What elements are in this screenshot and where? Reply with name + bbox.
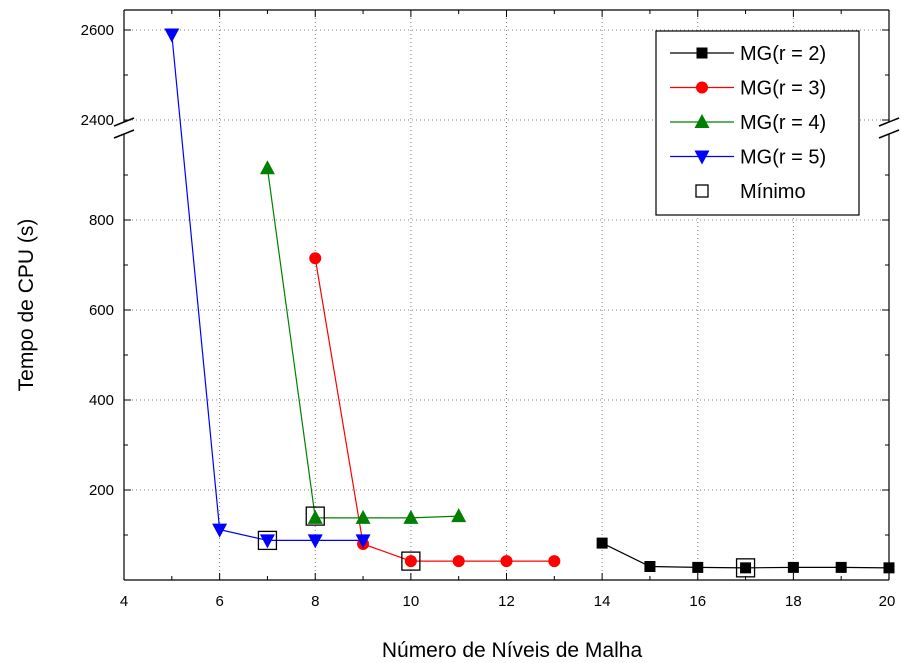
- data-point-series-4: [355, 534, 371, 549]
- series-line-4: [171, 34, 364, 542]
- y-tick-label: 400: [89, 392, 114, 409]
- tick-labels: 4 6 8 10 12 14 16 18 20 200 400 600 800 2400 2600: [81, 22, 896, 610]
- data-point-series-2: [309, 252, 322, 265]
- minimum-marker: [401, 551, 421, 571]
- x-tick-label: 12: [498, 593, 515, 610]
- x-tick-label: 18: [785, 593, 802, 610]
- x-tick-label: 20: [879, 593, 896, 610]
- data-point-series-3: [307, 509, 323, 524]
- legend-marker: [696, 81, 708, 94]
- data-point-series-3: [355, 509, 371, 524]
- axes: [113, 9, 900, 581]
- y-tick-label: 200: [89, 482, 114, 499]
- legend-label: MG(r = 4): [740, 112, 826, 134]
- legend-label: MG(r = 3): [740, 78, 826, 100]
- data-point-series-1: [644, 561, 656, 572]
- legend-marker: [696, 47, 708, 59]
- legend-marker: [694, 150, 710, 165]
- legend-marker: [695, 184, 709, 198]
- axis-break-mark-right: [878, 129, 900, 139]
- data-point-series-2: [548, 555, 561, 568]
- data-point-series-2: [404, 555, 417, 568]
- data-point-series-1: [787, 561, 799, 573]
- data-point-series-4: [307, 534, 323, 549]
- legend-label: Mínimo: [740, 181, 806, 203]
- x-tick-label: 10: [403, 593, 420, 610]
- y-tick-label: 800: [89, 212, 114, 229]
- axis-break-mark-right: [878, 117, 900, 127]
- series-line-2: [314, 258, 555, 562]
- x-tick-label: 16: [689, 593, 706, 610]
- grid-lines: [124, 10, 889, 580]
- axis-break-mark-left: [113, 117, 135, 127]
- y-tick-label: 600: [89, 302, 114, 319]
- data-point-series-1: [596, 537, 608, 549]
- series-line-3: [266, 168, 459, 519]
- data-point-series-4: [164, 28, 180, 43]
- data-point-series-2: [452, 555, 465, 568]
- y-axis-title: Tempo de CPU (s): [15, 219, 38, 392]
- legend-label: MG(r = 5): [740, 147, 826, 169]
- y-tick-label: 2400: [81, 112, 114, 129]
- x-tick-label: 6: [215, 593, 223, 610]
- minimum-marker: [305, 506, 325, 526]
- data-point-series-4: [212, 523, 228, 538]
- legend-box: [655, 30, 860, 216]
- series-markers: [164, 28, 895, 578]
- data-point-series-3: [403, 509, 419, 524]
- data-point-series-3: [259, 160, 275, 175]
- y-tick-label: 2600: [81, 22, 114, 39]
- data-point-series-1: [740, 562, 752, 574]
- x-tick-label: 8: [311, 593, 319, 610]
- data-point-series-4: [259, 534, 275, 549]
- data-point-series-1: [835, 561, 847, 573]
- legend-label: MG(r = 2): [740, 43, 826, 65]
- minimum-marker: [257, 530, 278, 551]
- x-axis-title: Número de Níveis de Malha: [382, 639, 643, 662]
- data-point-series-2: [500, 555, 513, 568]
- legend: MG(r = 2) MG(r = 3) MG(r = 4) MG(r = 5) Míni…: [655, 30, 860, 216]
- x-tick-label: 4: [120, 593, 128, 610]
- x-tick-label: 14: [594, 593, 611, 610]
- data-point-series-1: [692, 561, 704, 573]
- data-point-series-3: [451, 508, 467, 523]
- legend-marker: [694, 114, 710, 128]
- axis-break-mark-left: [113, 129, 135, 139]
